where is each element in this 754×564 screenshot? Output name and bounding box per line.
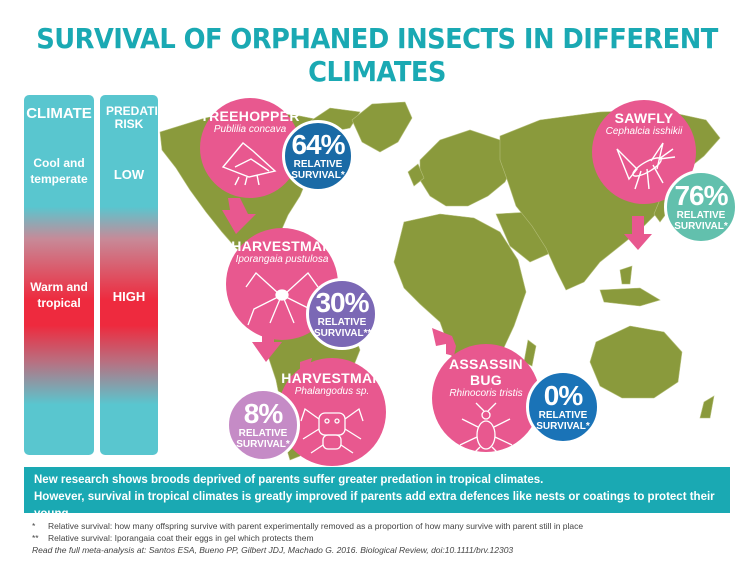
predation-bar: PREDATION RISK LOW HIGH <box>100 95 176 455</box>
harvestman-iporangaia-latin: Iporangaia pustulosa <box>235 254 329 265</box>
assassin-bug-survival-label: RELATIVE SURVIVAL* <box>536 410 590 432</box>
assassin-bug-survival-badge: 0% RELATIVE SURVIVAL* <box>526 370 600 444</box>
assassin-bug-percent: 0% <box>543 380 583 411</box>
sawfly-survival-badge: 76% RELATIVE SURVIVAL* <box>664 170 738 244</box>
treehopper-percent: 64% <box>291 129 345 160</box>
harvestman-iporangaia-survival-label: RELATIVE SURVIVAL** <box>314 317 372 339</box>
sawfly-survival-label: RELATIVE SURVIVAL* <box>674 210 728 232</box>
australia <box>589 325 683 399</box>
harvestman-iporangaia-arrow <box>252 318 282 362</box>
sawfly-percent: 76% <box>674 180 728 211</box>
treehopper-illustration <box>221 142 277 186</box>
assassin-bug-arrow <box>432 328 456 356</box>
harvestman-phalangodus-name: HARVESTMAN <box>281 370 383 386</box>
harvestman-iporangaia-survival-badge: 30% RELATIVE SURVIVAL** <box>306 278 378 350</box>
sawfly-arrow <box>624 216 652 250</box>
footnote-2-text: Relative survival: Iporangaia coat their… <box>48 533 314 543</box>
assassin-bug-latin: Rhinocoris tristis <box>449 388 523 399</box>
climate-bar: CLIMATE Cool and temperate Warm and trop… <box>24 95 94 455</box>
page-title: SURVIVAL OF ORPHANED INSECTS IN DIFFEREN… <box>36 22 718 88</box>
harvestman-phalangodus-percent: 8% <box>243 398 283 429</box>
treehopper-name: TREEHOPPER <box>200 108 300 124</box>
footnote-1: * Relative survival: how many offspring s… <box>32 521 583 531</box>
treehopper-arrow <box>222 198 256 234</box>
summary-banner: New research shows broods deprived of pa… <box>24 467 730 520</box>
predation-high-label: HIGH <box>112 289 146 304</box>
predation-heading: PREDATION RISK <box>106 104 176 131</box>
footnote-2-mark: ** <box>32 533 39 543</box>
harvestman-iporangaia-name: HARVESTMAN <box>231 238 333 254</box>
assassin-bug-illustration <box>459 402 513 458</box>
climate-warm-label: Warm and tropical <box>30 280 88 310</box>
europe <box>419 129 516 207</box>
assassin-bug-name: ASSASSIN BUG <box>449 356 523 388</box>
assassin-bug-circle: ASSASSIN BUG Rhinocoris tristis <box>432 344 540 458</box>
harvestman-phalangodus-latin: Phalangodus sp. <box>294 386 370 397</box>
treehopper-latin: Publilia concava <box>213 124 287 135</box>
harvestman-phalangodus-survival-label: RELATIVE SURVIVAL* <box>236 428 290 450</box>
climate-cool-label: Cool and temperate <box>30 156 88 186</box>
footnote-2: ** Relative survival: Iporangaia coat the… <box>32 533 314 543</box>
climate-heading: CLIMATE <box>26 105 92 122</box>
treehopper-survival-label: RELATIVE SURVIVAL* <box>291 159 345 181</box>
greenland <box>351 101 413 153</box>
predation-low-label: LOW <box>113 167 145 182</box>
footnote-1-mark: * <box>32 521 36 531</box>
harvestman-phalangodus-survival-badge: 8% RELATIVE SURVIVAL* <box>226 388 300 462</box>
summary-line-1: New research shows broods deprived of pa… <box>34 474 544 486</box>
sawfly-illustration <box>616 142 676 190</box>
citation: Read the full meta-analysis at: Santos E… <box>32 545 514 555</box>
summary-line-2: However, survival in tropical climates i… <box>34 491 715 520</box>
harvestman-iporangaia-percent: 30% <box>315 287 369 318</box>
sawfly-name: SAWFLY <box>614 110 674 126</box>
treehopper-survival-badge: 64% RELATIVE SURVIVAL* <box>282 120 354 192</box>
sawfly-latin: Cephalcia isshikii <box>605 126 683 137</box>
harvestman-phalangodus-illustration <box>300 407 364 454</box>
footnote-1-text: Relative survival: how many offspring su… <box>48 521 584 531</box>
